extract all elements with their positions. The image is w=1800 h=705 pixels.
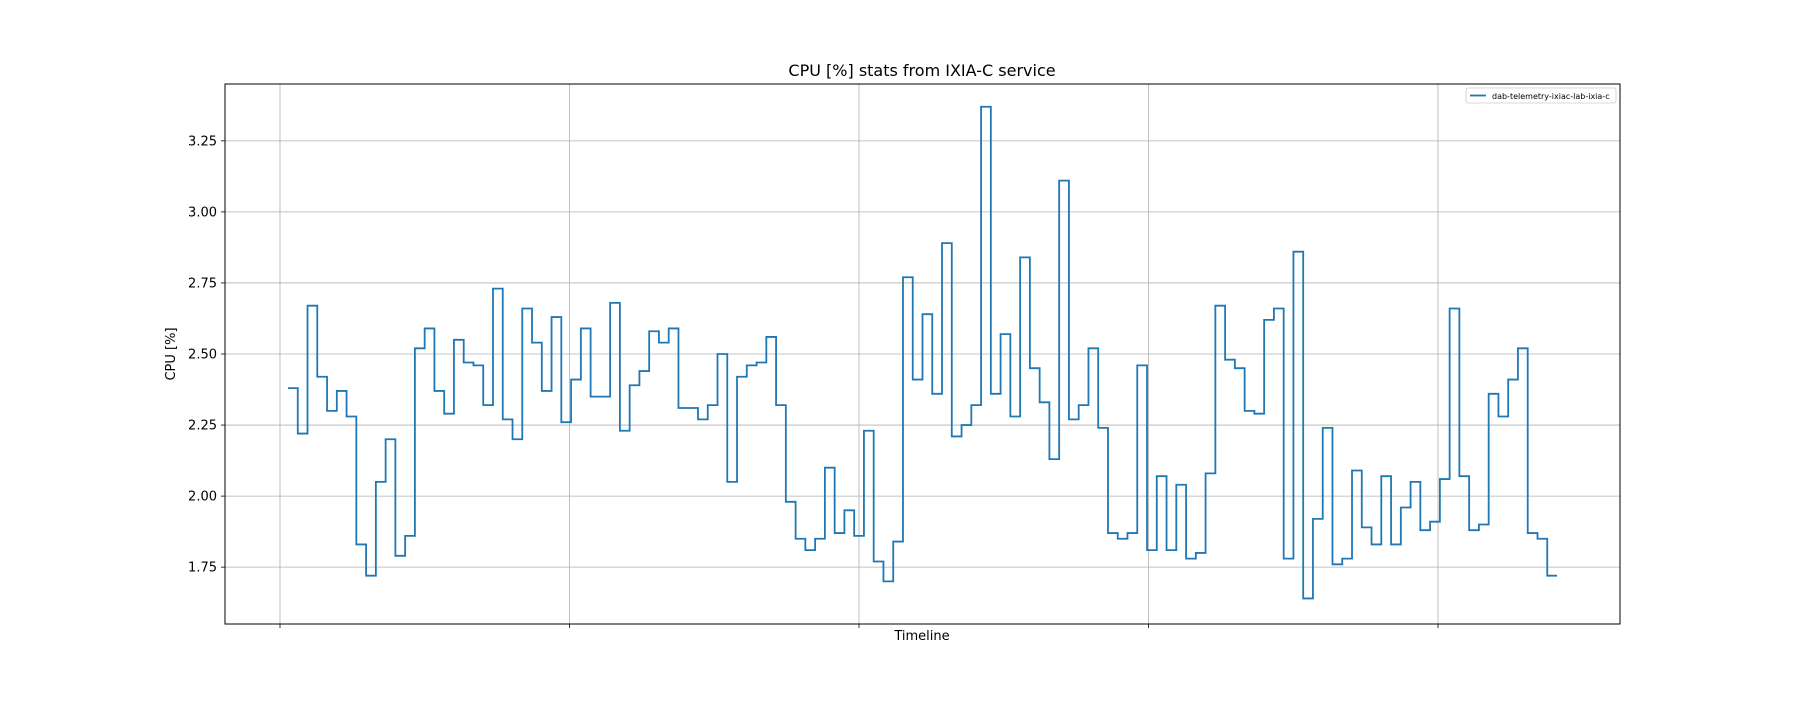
- chart-title: CPU [%] stats from IXIA-C service: [788, 61, 1055, 80]
- y-tick-label: 2.75: [188, 276, 217, 291]
- y-tick-label: 3.00: [188, 205, 217, 220]
- y-axis-label: CPU [%]: [164, 327, 179, 380]
- y-tick-label: 3.25: [188, 134, 217, 149]
- legend: dab-telemetry-ixiac-lab-ixia-c: [1466, 88, 1616, 103]
- x-axis-label: Timeline: [893, 629, 949, 644]
- legend-label: dab-telemetry-ixiac-lab-ixia-c: [1492, 92, 1610, 101]
- y-tick-label: 1.75: [188, 561, 217, 576]
- y-tick-label: 2.50: [188, 348, 217, 363]
- y-tick-label: 2.25: [188, 419, 217, 434]
- y-tick-label: 2.00: [188, 490, 217, 505]
